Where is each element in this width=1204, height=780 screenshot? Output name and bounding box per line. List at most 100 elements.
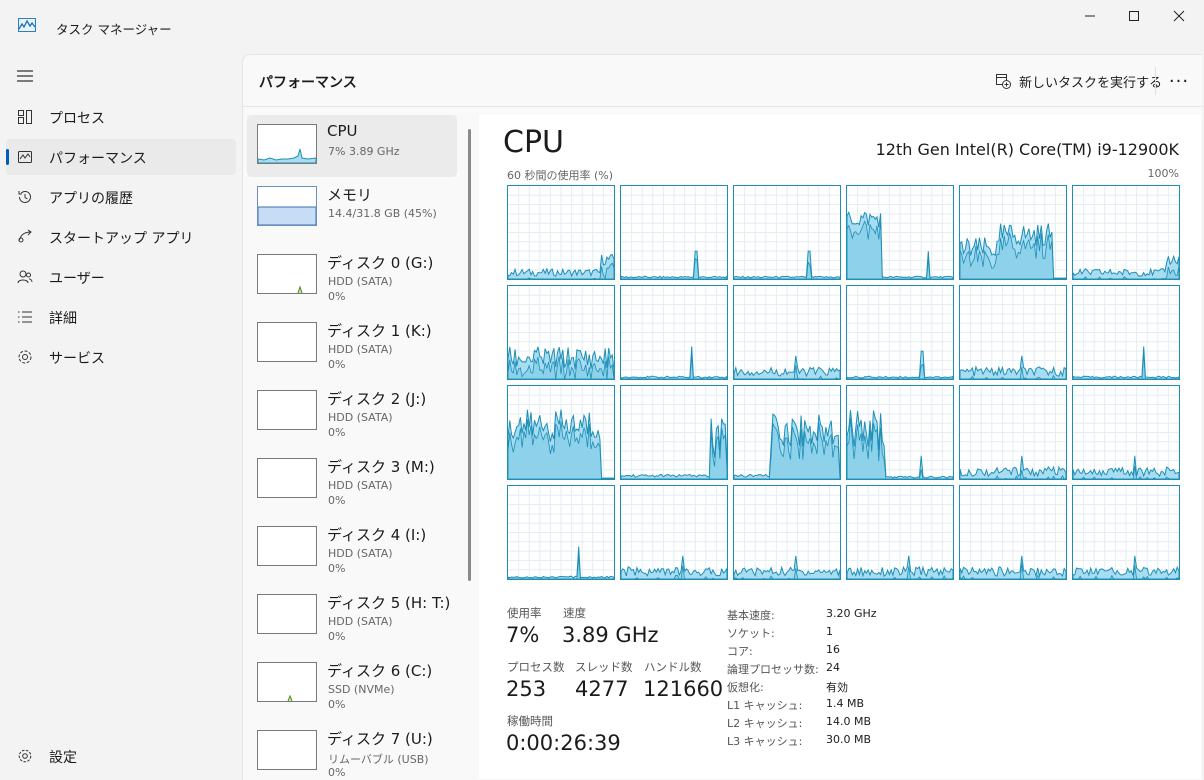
hamburger-menu-icon[interactable] [17,70,33,82]
nav-item-services[interactable]: サービス [6,339,236,375]
cpu-thumbnail-graph [257,124,317,164]
resource-name: ディスク 0 (G:) [327,254,434,272]
resource-item-disk-3[interactable]: ディスク 3 (M:) HDD (SATA) 0% [247,449,457,511]
logical-processor-graph [1072,385,1180,480]
more-options-button[interactable]: ··· [1168,70,1190,92]
nav-item-users[interactable]: ユーザー [6,259,236,295]
logical-processor-graph [959,185,1067,280]
logical-processor-graph [1072,485,1180,580]
resource-name: ディスク 2 (J:) [327,390,427,408]
maximize-button[interactable] [1111,2,1157,30]
nav-item-processes[interactable]: プロセス [6,99,236,135]
uptime-value: 0:00:26:39 [506,731,621,755]
spec-label: コア: [727,645,753,658]
cpu-heading: CPU [503,125,564,160]
logical-processor-graph [846,285,954,380]
disk-thumbnail-graph [257,594,317,634]
spec-label: 基本速度: [727,609,775,622]
logical-processor-graph [620,185,728,280]
resource-item-disk-1[interactable]: ディスク 1 (K:) HDD (SATA) 0% [247,313,457,375]
resource-usage: 0% [328,562,346,575]
disk-thumbnail-graph [257,458,317,498]
resource-type: リムーバブル (USB) [328,753,429,766]
spec-label: 仮想化: [727,681,764,694]
processes-icon [18,110,32,124]
cpu-stats: 使用率 7% 速度 3.89 GHz プロセス数 253 スレッド数 4277 … [505,605,1185,775]
minimize-icon [1085,15,1095,17]
resource-name: メモリ [327,186,373,204]
logical-processor-graph [733,285,841,380]
logical-processor-graph [1072,185,1180,280]
resource-usage: 0% [328,766,346,779]
nav-item-startup-apps[interactable]: スタートアップ アプリ [6,219,236,255]
performance-icon [18,151,32,163]
resource-detail: 14.4/31.8 GB (45%) [328,207,437,220]
minimize-button[interactable] [1067,2,1113,30]
spec-value: 3.20 GHz [826,607,877,620]
resource-item-disk-5[interactable]: ディスク 5 (H: T:) HDD (SATA) 0% [247,585,457,647]
nav-label-startup-apps: スタートアップ アプリ [49,231,194,247]
spec-label: 論理プロセッサ数: [727,663,819,676]
logical-processor-graph [846,185,954,280]
spec-value: 16 [826,643,840,656]
details-icon [18,311,32,323]
run-new-task-button[interactable]: 新しいタスクを実行する [995,69,1162,93]
spec-value: 1.4 MB [826,697,865,710]
logical-processor-graphs [507,185,1180,580]
speed-value: 3.89 GHz [562,623,659,647]
page-header: パフォーマンス 新しいタスクを実行する ··· [243,55,1203,107]
resource-type: HDD (SATA) [328,275,393,288]
nav-item-app-history[interactable]: アプリの履歴 [6,179,236,215]
resource-type: SSD (NVMe) [328,683,395,696]
window-title: タスク マネージャー [56,22,172,37]
run-task-icon [996,74,1011,89]
resource-name: CPU [327,122,358,140]
resource-item-disk-2[interactable]: ディスク 2 (J:) HDD (SATA) 0% [247,381,457,443]
spec-value: 30.0 MB [826,733,872,746]
resource-usage: 0% [328,426,346,439]
disk-thumbnail-graph [257,526,317,566]
resource-item-cpu[interactable]: CPU 7% 3.89 GHz [247,115,457,177]
logical-processor-graph [1072,285,1180,380]
spec-label: L1 キャッシュ: [727,699,803,712]
nav-item-performance[interactable]: パフォーマンス [6,139,236,175]
threads-value: 4277 [575,677,629,701]
nav-item-details[interactable]: 詳細 [6,299,236,335]
resource-item-disk-7[interactable]: ディスク 7 (U:) リムーバブル (USB) 0% [247,721,457,779]
spec-value: 24 [826,661,840,674]
resource-usage: 0% [328,290,346,303]
startup-icon [18,229,32,243]
resource-name: ディスク 5 (H: T:) [327,594,451,612]
resource-type: HDD (SATA) [328,615,393,628]
graph-max-label: 100% [1147,167,1179,180]
close-button[interactable] [1156,2,1202,30]
resource-item-disk-0[interactable]: ディスク 0 (G:) HDD (SATA) 0% [247,245,457,307]
resource-item-disk-6[interactable]: ディスク 6 (C:) SSD (NVMe) 0% [247,653,457,715]
spec-label: L2 キャッシュ: [727,717,803,730]
services-icon [18,350,32,364]
logical-processor-graph [733,485,841,580]
resource-name: ディスク 3 (M:) [327,458,435,476]
spec-value: 14.0 MB [826,715,872,728]
resource-item-memory[interactable]: メモリ 14.4/31.8 GB (45%) [247,177,457,239]
close-icon [1173,10,1185,22]
task-manager-app-icon [18,18,36,32]
handles-value: 121660 [643,677,724,701]
nav-label-users: ユーザー [49,271,105,287]
spec-label: L3 キャッシュ: [727,735,803,748]
logical-processor-graph [507,285,615,380]
resource-name: ディスク 6 (C:) [327,662,433,680]
logical-processor-graph [846,385,954,480]
resource-list-scrollbar[interactable] [468,129,471,581]
resource-usage: 0% [328,698,346,711]
resource-type: HDD (SATA) [328,547,393,560]
resource-name: ディスク 4 (I:) [327,526,427,544]
logical-processor-graph [507,385,615,480]
threads-label: スレッド数 [575,660,633,674]
resource-name: ディスク 7 (U:) [327,730,433,748]
nav-item-settings[interactable]: 設定 [6,738,236,774]
maximize-icon [1129,11,1139,21]
resource-name: ディスク 1 (K:) [327,322,432,340]
logical-processor-graph [620,385,728,480]
resource-item-disk-4[interactable]: ディスク 4 (I:) HDD (SATA) 0% [247,517,457,579]
